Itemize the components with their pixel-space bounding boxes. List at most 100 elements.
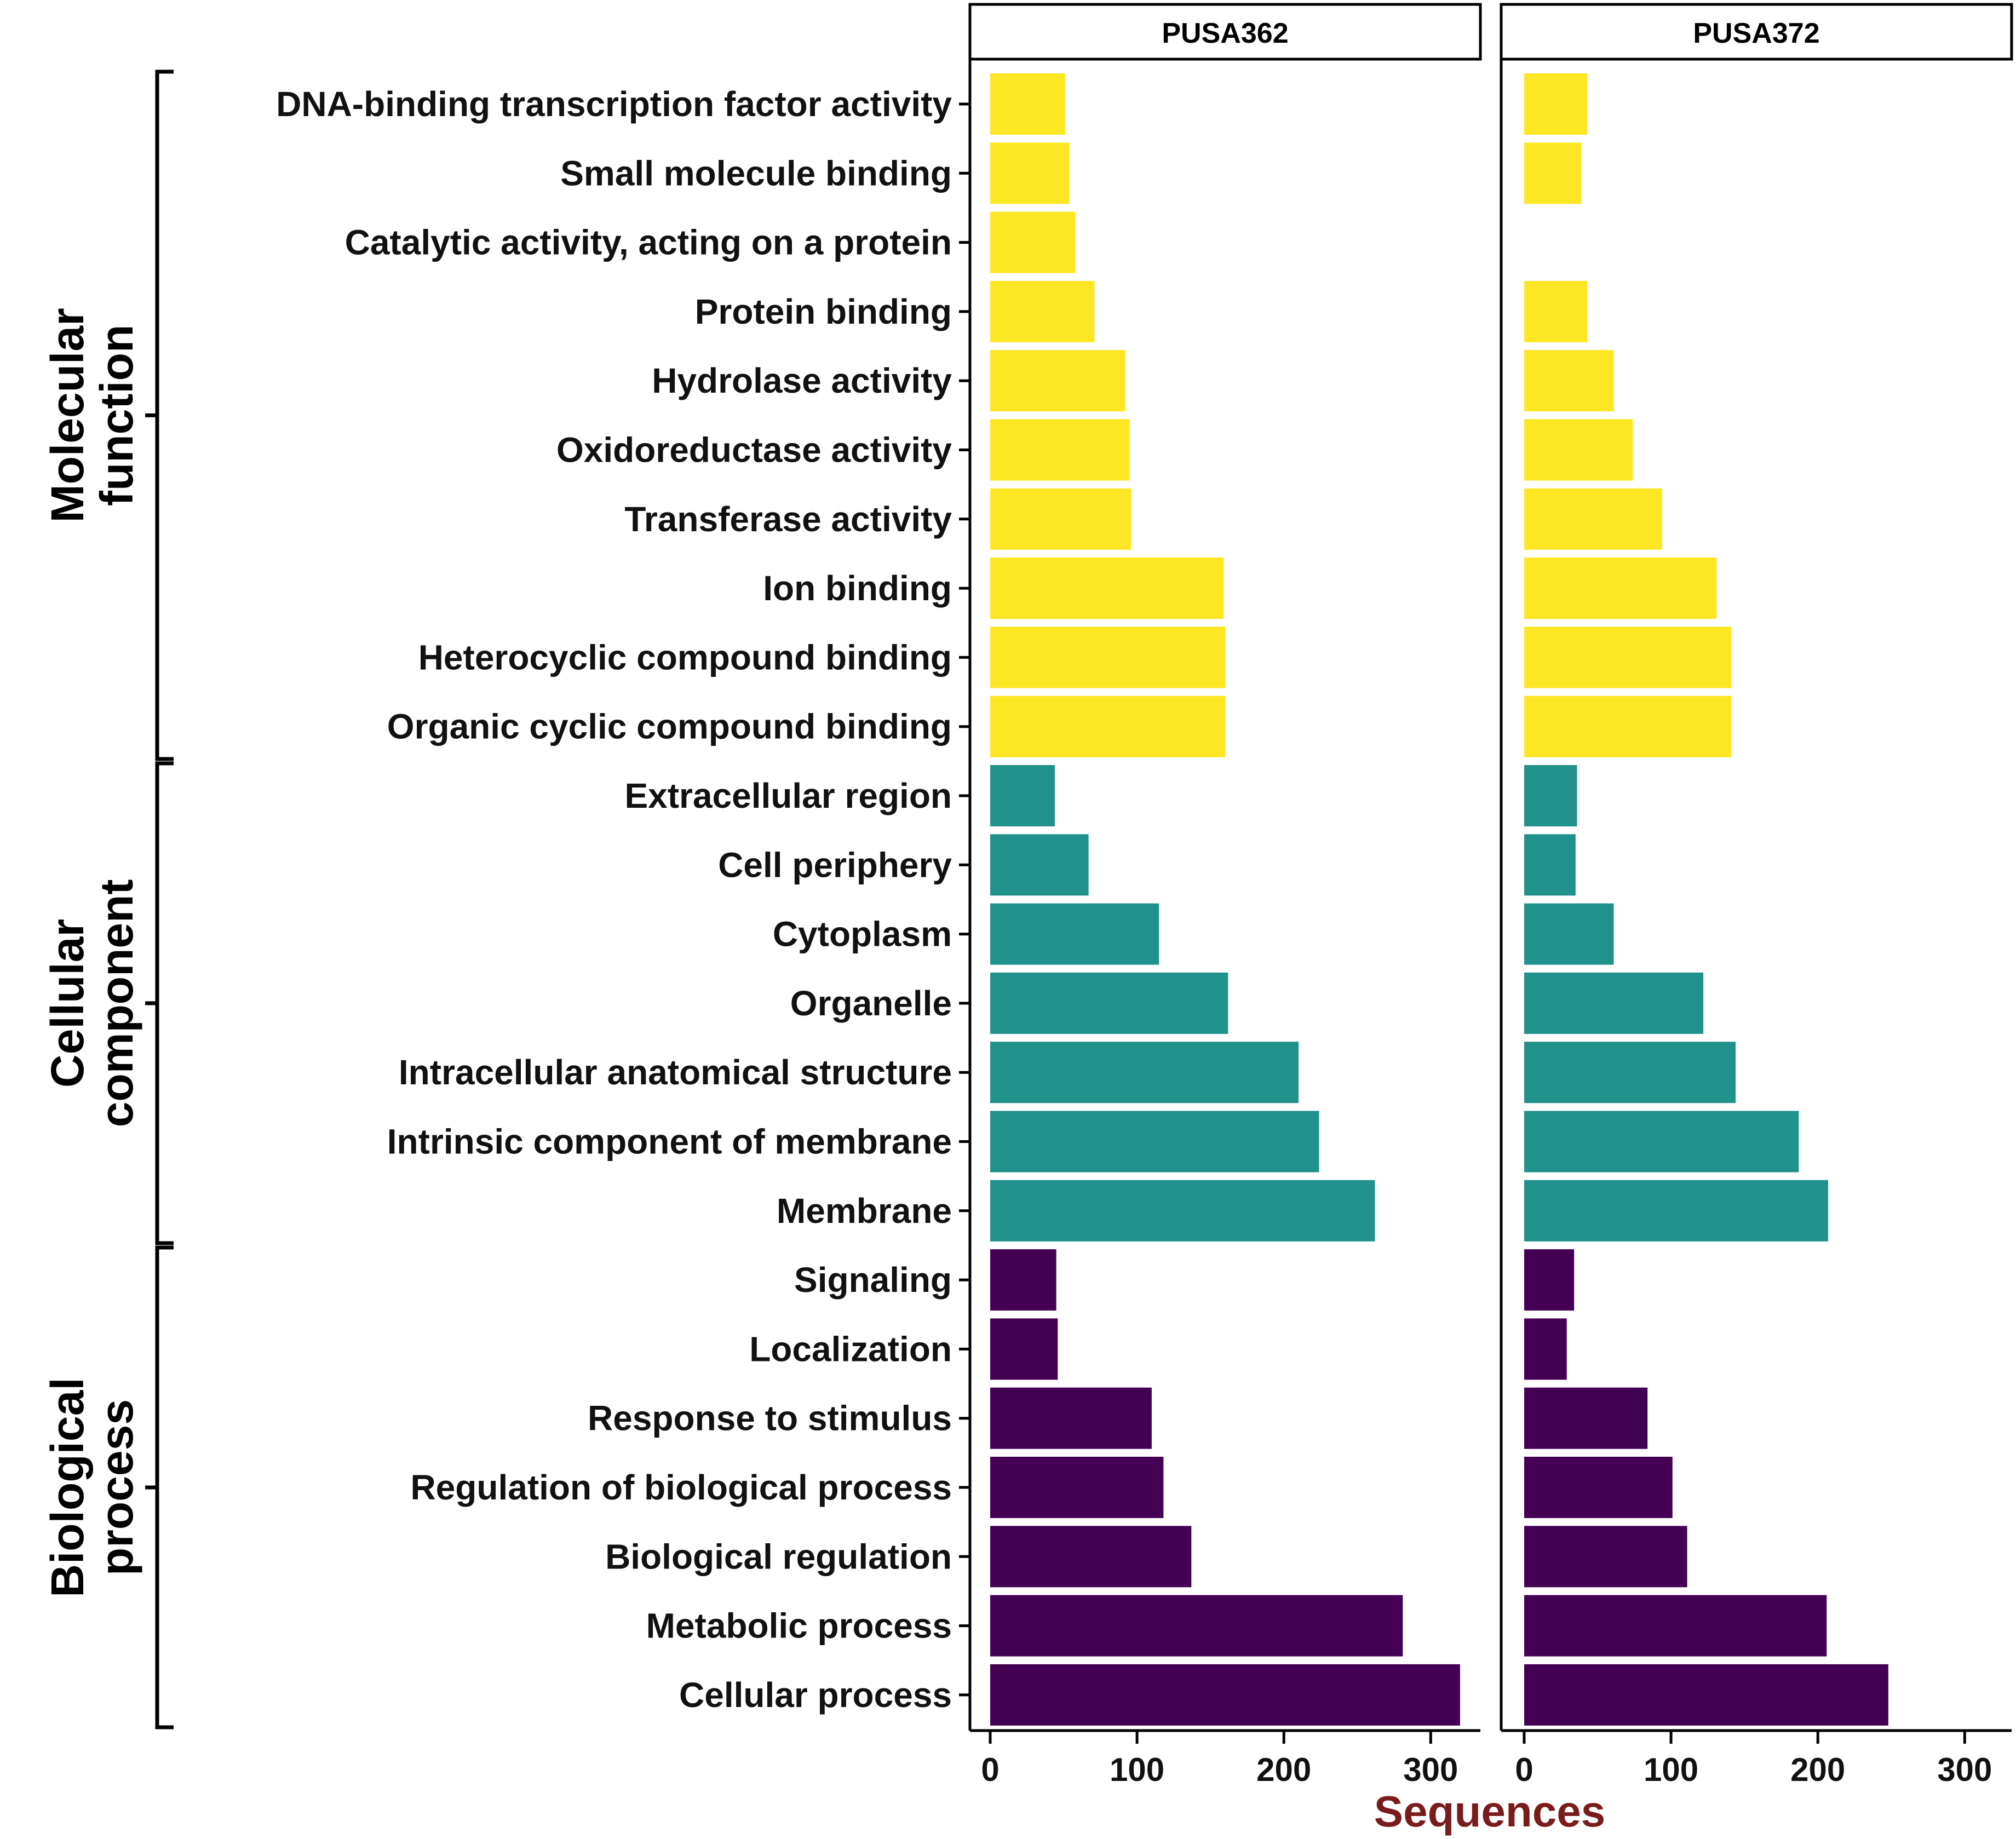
- x-axis-title: Sequences: [1374, 1787, 1605, 1836]
- category-label: DNA-binding transcription factor activit…: [276, 84, 952, 124]
- panel-pusa372: PUSA372 0 100 200 300: [1500, 3, 2013, 1788]
- bar: [990, 765, 1055, 826]
- category-label: Response to stimulus: [588, 1399, 952, 1438]
- category-label: Signaling: [794, 1260, 952, 1300]
- bar: [1524, 280, 1588, 342]
- category-label: Localization: [749, 1329, 952, 1369]
- category-label: Cell periphery: [718, 845, 952, 884]
- bar: [1524, 558, 1717, 619]
- category-label: Extracellular region: [624, 776, 952, 815]
- bar: [1524, 903, 1614, 965]
- bar: [1524, 834, 1576, 896]
- category-label: Hydrolase activity: [652, 361, 952, 400]
- bar: [1524, 488, 1663, 550]
- x-tick-label: 300: [1403, 1751, 1458, 1788]
- bar: [990, 488, 1132, 550]
- group-bracket: [145, 70, 174, 761]
- bar: [1524, 1457, 1673, 1518]
- bar: [990, 1457, 1164, 1518]
- bar: [990, 1249, 1056, 1311]
- x-tick-label: 200: [1790, 1751, 1845, 1788]
- bar: [990, 1595, 1403, 1657]
- bar: [1524, 627, 1732, 688]
- category-label: Cellular process: [679, 1675, 952, 1715]
- bar: [1524, 1318, 1567, 1380]
- bar: [1524, 696, 1732, 757]
- x-tick-label: 200: [1256, 1751, 1311, 1788]
- group-label-line: Cellular: [42, 919, 93, 1088]
- x-tick-label: 100: [1110, 1751, 1164, 1788]
- bar: [990, 211, 1076, 273]
- group-label: Molecularfunction: [42, 308, 142, 522]
- group-label-line: function: [91, 325, 142, 506]
- x-tick-label: 0: [981, 1751, 999, 1788]
- bar: [1524, 1387, 1648, 1449]
- bar: [1524, 1111, 1799, 1173]
- facet-strip-label: PUSA372: [1693, 18, 1819, 49]
- bar: [1524, 142, 1582, 204]
- category-label: Protein binding: [695, 292, 952, 331]
- bar: [990, 903, 1159, 965]
- bar: [1524, 1526, 1687, 1588]
- group-label-line: Molecular: [42, 308, 93, 522]
- bar: [1524, 1180, 1828, 1242]
- group-bracket: [145, 761, 174, 1245]
- bar: [990, 834, 1089, 896]
- category-label: Ion binding: [763, 568, 952, 608]
- facet-strip-label: PUSA362: [1162, 18, 1288, 49]
- bar: [1524, 1042, 1736, 1104]
- facet-strip: [1500, 3, 2013, 61]
- bar: [1524, 765, 1577, 826]
- category-label: Biological regulation: [605, 1537, 952, 1576]
- category-label: Heterocyclic compound binding: [418, 637, 952, 677]
- bar: [1524, 350, 1614, 412]
- category-label: Oxidoreductase activity: [556, 430, 952, 470]
- bar: [1524, 972, 1704, 1034]
- category-label: Intracellular anatomical structure: [399, 1053, 952, 1092]
- category-label: Cytoplasm: [773, 915, 952, 954]
- x-tick-label: 300: [1937, 1751, 1992, 1788]
- group-label-line: Biological: [42, 1377, 93, 1597]
- x-tick-label: 100: [1644, 1751, 1698, 1788]
- bar: [1524, 419, 1633, 481]
- facet-strip: [968, 3, 1482, 61]
- panel-pusa362: PUSA362 0 100 200 300: [968, 3, 1482, 1788]
- bar: [990, 142, 1070, 204]
- bar: [990, 350, 1125, 412]
- bar: [990, 696, 1225, 757]
- bar: [990, 1042, 1299, 1104]
- bar: [990, 1664, 1460, 1726]
- bar: [990, 627, 1225, 688]
- category-label: Regulation of biological process: [410, 1468, 952, 1507]
- bar: [990, 972, 1228, 1034]
- bar: [1524, 73, 1588, 135]
- group-label-line: component: [91, 880, 142, 1128]
- category-label: Metabolic process: [646, 1606, 952, 1646]
- category-label: Intrinsic component of membrane: [387, 1122, 952, 1162]
- bar: [990, 419, 1130, 481]
- category-label: Organelle: [790, 984, 952, 1023]
- bar: [990, 73, 1065, 135]
- bar: [990, 1318, 1058, 1380]
- x-tick-label: 0: [1515, 1751, 1533, 1788]
- category-label: Membrane: [777, 1191, 952, 1231]
- bar: [990, 1387, 1152, 1449]
- bar: [1524, 1595, 1827, 1657]
- category-label: Transferase activity: [624, 499, 952, 539]
- group-label: Cellularcomponent: [42, 880, 142, 1128]
- category-labels: DNA-binding transcription factor activit…: [276, 84, 970, 1715]
- category-label: Organic cyclic compound binding: [387, 707, 952, 746]
- group-label-line: process: [91, 1399, 142, 1576]
- bar: [990, 1526, 1192, 1588]
- category-label: Catalytic activity, acting on a protein: [345, 223, 952, 262]
- bar: [990, 558, 1224, 619]
- group-bracket: [145, 1245, 174, 1729]
- facet-panels: PUSA362 0 100 200 300 PUSA372 0 100 200 300: [968, 3, 2013, 1788]
- group-brackets: Molecularfunction Cellularcomponent Biolog…: [42, 70, 174, 1729]
- bar: [1524, 1249, 1575, 1311]
- group-label: Biologicalprocess: [42, 1377, 142, 1597]
- bar: [1524, 1664, 1888, 1726]
- bar: [990, 1111, 1319, 1173]
- category-label: Small molecule binding: [560, 153, 952, 193]
